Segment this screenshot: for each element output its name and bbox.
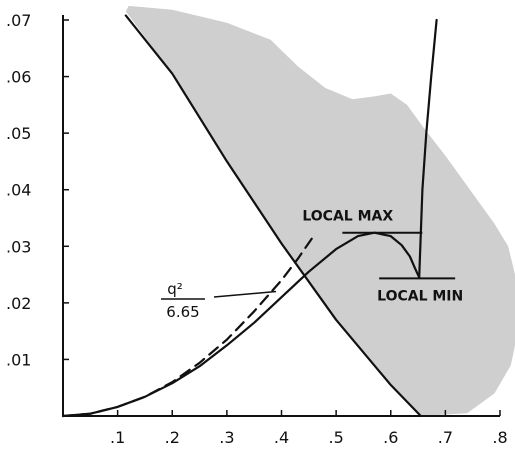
- x-tick-label: .7: [438, 428, 453, 447]
- y-tick-label: .01: [6, 350, 31, 369]
- y-tick-label: .05: [6, 124, 31, 143]
- y-tick-label: .04: [6, 181, 31, 200]
- x-tick-label: .1: [110, 428, 125, 447]
- series-line-3: [61, 231, 421, 418]
- local-max-label: LOCAL MAX: [302, 209, 393, 225]
- x-tick-label: .4: [274, 428, 289, 447]
- tick-labels: .1 .2 .3 .4 .5 .6 .7 .8 .01 .02 .03 .04 .05 .06 .07: [6, 11, 508, 447]
- local-min-label: LOCAL MIN: [377, 288, 463, 304]
- x-tick-label: .6: [383, 428, 398, 447]
- series-layer: [61, 14, 438, 418]
- series-line-1: [124, 14, 422, 418]
- y-tick-label: .07: [6, 11, 31, 30]
- x-tick-label: .3: [219, 428, 234, 447]
- x-tick-label: .8: [492, 428, 507, 447]
- dashed-series-line: [61, 233, 316, 418]
- y-tick-label: .02: [6, 294, 31, 313]
- formula-numerator: q²: [167, 280, 183, 298]
- shaded-region-layer: [125, 5, 515, 416]
- series-line-4: [418, 18, 438, 279]
- y-tick-label: .06: [6, 68, 31, 87]
- formula-denominator: 6.65: [166, 303, 199, 321]
- formula-pointer-line: [213, 290, 277, 298]
- x-tick-label: .2: [165, 428, 180, 447]
- x-tick-label: .5: [328, 428, 343, 447]
- y-tick-label: .03: [6, 237, 31, 256]
- shaded-region: [125, 5, 515, 416]
- annotations: LOCAL MAX LOCAL MIN q² 6.65: [161, 209, 463, 321]
